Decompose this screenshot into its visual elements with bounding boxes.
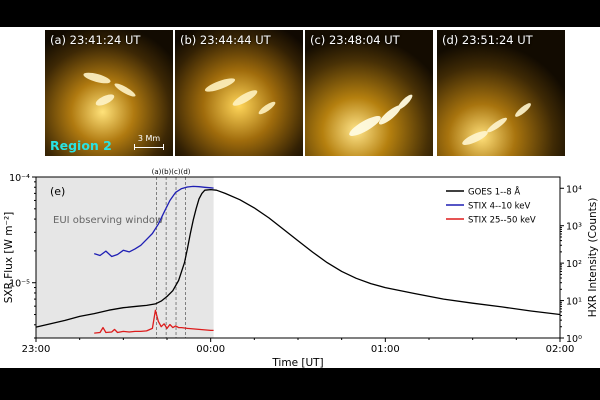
euv-image-a	[45, 30, 173, 156]
euv-image-panel-a: (a) 23:41:24 UT Region 2 3 Mm	[45, 30, 173, 156]
y-right-tick-label: 10⁴	[566, 184, 582, 195]
euv-image-panel-d: (d) 23:51:24 UT	[437, 30, 565, 156]
figure: (a) 23:41:24 UT Region 2 3 Mm (b) 23:	[0, 27, 600, 368]
legend-label-1: GOES 1--8 Å	[468, 186, 520, 198]
panel-label-a: (a) 23:41:24 UT	[50, 33, 141, 47]
euv-image-panel-b: (b) 23:44:44 UT	[175, 30, 303, 156]
legend-label-2: STIX 4--10 keV	[468, 202, 531, 212]
y-right-tick-label: 10¹	[566, 297, 582, 308]
y-right-tick-label: 10³	[566, 222, 582, 233]
x-tick-label: 23:00	[22, 344, 51, 355]
scale-bar	[134, 144, 164, 150]
series-line-3	[94, 309, 214, 334]
x-tick-label: 01:00	[371, 344, 400, 355]
series-line-2	[93, 185, 214, 258]
x-tick-label: 00:00	[196, 344, 225, 355]
x-tick-label: 02:00	[546, 344, 575, 355]
panel-label-c: (c) 23:48:04 UT	[310, 33, 400, 47]
scale-bar-label: 3 Mm	[137, 134, 161, 143]
euv-image-panel-c: (c) 23:48:04 UT	[305, 30, 433, 156]
euv-image-c	[305, 30, 433, 156]
euv-image-b	[175, 30, 303, 156]
panel-label-e: (e)	[50, 185, 65, 198]
legend: GOES 1--8 Å STIX 4--10 keV STIX 25--50 keV	[446, 186, 536, 226]
time-marker-labels: (a)(b)(c)(d)	[152, 168, 191, 176]
legend-label-3: STIX 25--50 keV	[468, 216, 536, 226]
euv-image-d	[437, 30, 565, 156]
y-left-tick-label: 10⁻⁴	[9, 173, 30, 184]
series-line-1	[35, 188, 561, 328]
eui-window-label: EUI observing window	[53, 215, 163, 226]
lightcurve-chart: EUI observing window (a)(b)(c)(d) 23:00 0…	[3, 168, 599, 368]
region-label: Region 2	[50, 138, 112, 153]
y-left-tick-label: 10⁻⁵	[9, 279, 30, 290]
axes: 23:00 00:00 01:00 02:00 10⁻⁵ 10⁻⁴ 10⁰ 10¹ 10² 10³…	[9, 173, 582, 355]
y-right-tick-label: 10²	[566, 259, 582, 270]
series-lines	[35, 185, 561, 334]
y-axis-left-label: SXR Flux [W m⁻²]	[3, 212, 15, 304]
y-axis-right-label: HXR Intensity (Counts)	[587, 198, 599, 318]
panel-label-b: (b) 23:44:44 UT	[180, 33, 271, 47]
y-right-tick-label: 10⁰	[566, 334, 582, 345]
eui-window-shading	[36, 177, 214, 338]
x-axis-label: Time [UT]	[271, 357, 323, 368]
panel-label-d: (d) 23:51:24 UT	[442, 33, 533, 47]
